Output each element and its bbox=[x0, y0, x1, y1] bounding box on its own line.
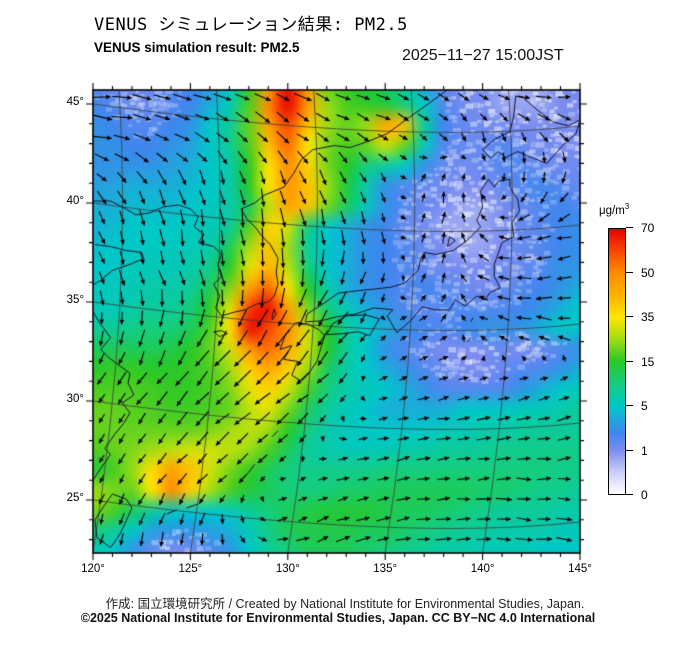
license-line: ©2025 National Institute for Environment… bbox=[80, 611, 596, 625]
colorbar-tick-mark bbox=[626, 316, 633, 317]
lon-tick-label: 130° bbox=[275, 563, 300, 575]
colorbar-tick-mark bbox=[626, 227, 633, 228]
colorbar-tick-label: 5 bbox=[641, 399, 648, 413]
colorbar-tick-mark bbox=[626, 360, 633, 362]
credit-line: 作成: 国立環境研究所 / Created by National Instit… bbox=[105, 597, 585, 611]
colorbar-tick-mark bbox=[626, 494, 633, 495]
lat-tick-label: 30° bbox=[66, 393, 84, 405]
lat-tick-label: 45° bbox=[66, 96, 84, 108]
lon-tick-label: 145° bbox=[568, 563, 592, 575]
colorbar-tick-mark bbox=[626, 449, 633, 451]
colorbar-tick-label: 1 bbox=[641, 443, 648, 458]
colorbar-tick-label: 35 bbox=[641, 310, 655, 324]
forecast-datetime: 2025−11−27 15:00JST bbox=[402, 47, 564, 64]
colorbar-tick-mark bbox=[626, 271, 633, 273]
lon-tick-label: 135° bbox=[373, 563, 398, 575]
lon-tick-label: 120° bbox=[81, 563, 105, 575]
lat-tick-label: 40° bbox=[66, 195, 84, 207]
lat-tick-label: 35° bbox=[66, 294, 84, 306]
page-title-japanese: VENUS シミュレーション結果: PM2.5 bbox=[94, 15, 408, 35]
lon-tick-label: 125° bbox=[178, 563, 203, 575]
colorbar bbox=[608, 228, 626, 495]
colorbar-tick-label: 50 bbox=[641, 265, 655, 280]
page-title-english: VENUS simulation result: PM2.5 bbox=[94, 40, 300, 55]
colorbar-tick-label: 0 bbox=[641, 488, 648, 502]
colorbar-tick-label: 70 bbox=[641, 221, 655, 235]
colorbar-unit-label: μg/m3 bbox=[599, 202, 630, 217]
lon-tick-label: 140° bbox=[470, 563, 495, 575]
lat-tick-label: 25° bbox=[66, 492, 84, 504]
colorbar-tick-mark bbox=[626, 405, 633, 406]
colorbar-tick-label: 15 bbox=[641, 354, 655, 369]
